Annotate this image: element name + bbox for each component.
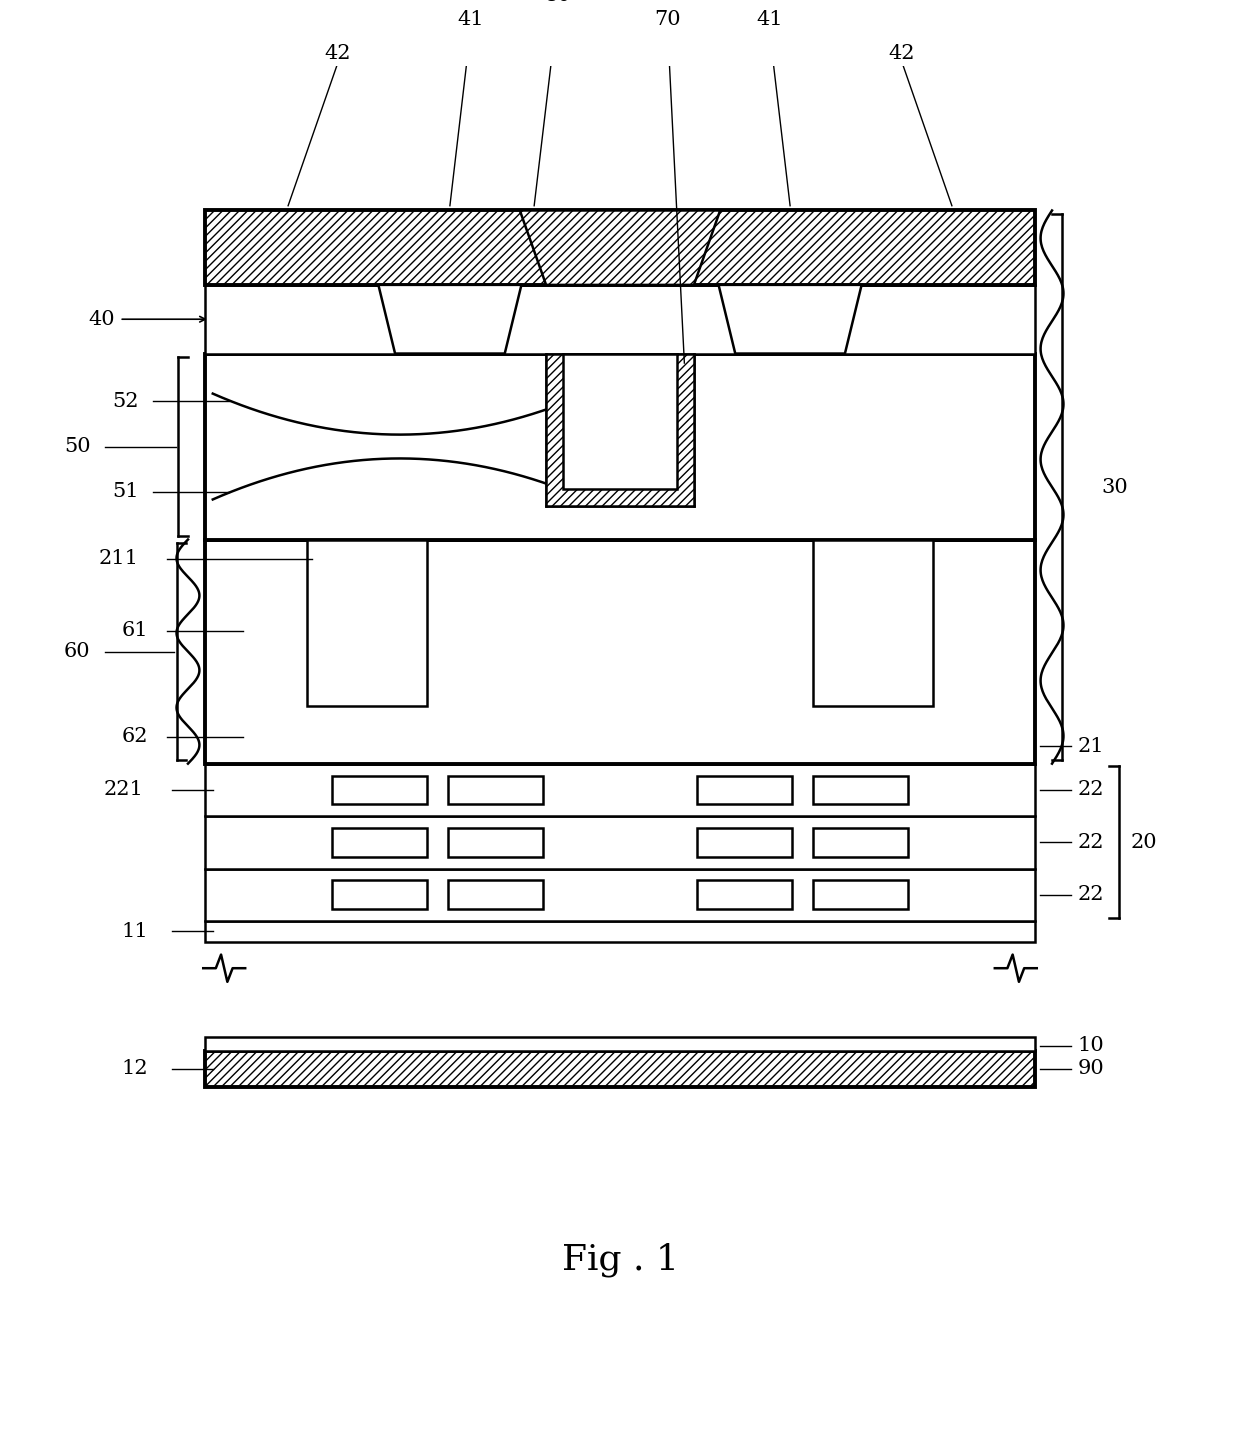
- Bar: [448, 829, 543, 857]
- Text: Fig . 1: Fig . 1: [562, 1242, 678, 1277]
- Bar: [813, 540, 932, 707]
- Text: 20: 20: [1130, 833, 1157, 852]
- Text: 22: 22: [1078, 833, 1105, 852]
- Bar: [308, 540, 427, 707]
- Bar: [205, 1051, 1035, 1087]
- Text: 22: 22: [1078, 885, 1105, 905]
- Bar: [205, 1037, 1035, 1051]
- Bar: [813, 775, 909, 804]
- Text: 12: 12: [122, 1060, 148, 1078]
- Bar: [331, 775, 427, 804]
- Text: 42: 42: [325, 43, 351, 63]
- Text: 60: 60: [64, 642, 91, 661]
- Text: 42: 42: [889, 43, 915, 63]
- Text: 50: 50: [64, 437, 91, 457]
- Bar: [205, 540, 1035, 764]
- Text: 62: 62: [122, 728, 148, 747]
- Bar: [205, 211, 1035, 284]
- Text: 41: 41: [756, 10, 782, 29]
- Text: 70: 70: [655, 10, 681, 29]
- Bar: [331, 880, 427, 909]
- Bar: [813, 829, 909, 857]
- Text: 22: 22: [1078, 780, 1105, 800]
- Bar: [205, 764, 1035, 816]
- Bar: [205, 816, 1035, 869]
- Bar: [205, 869, 1035, 920]
- Text: 11: 11: [122, 922, 148, 941]
- Bar: [448, 775, 543, 804]
- Text: 51: 51: [112, 482, 139, 501]
- Text: 61: 61: [122, 622, 148, 640]
- Bar: [205, 284, 1035, 353]
- Text: 80: 80: [544, 0, 572, 6]
- Text: 52: 52: [112, 392, 139, 411]
- Bar: [546, 353, 694, 505]
- Polygon shape: [718, 284, 862, 353]
- Bar: [697, 775, 792, 804]
- Text: 30: 30: [1101, 478, 1128, 497]
- Bar: [331, 829, 427, 857]
- Bar: [563, 353, 677, 490]
- Polygon shape: [378, 284, 522, 353]
- Polygon shape: [520, 211, 720, 284]
- Bar: [205, 353, 1035, 540]
- Bar: [697, 880, 792, 909]
- Bar: [205, 920, 1035, 942]
- Text: 21: 21: [1078, 737, 1105, 755]
- Text: 211: 211: [98, 549, 139, 569]
- Text: 40: 40: [88, 310, 114, 329]
- Bar: [813, 880, 909, 909]
- Bar: [697, 829, 792, 857]
- Text: 90: 90: [1078, 1060, 1105, 1078]
- Bar: [448, 880, 543, 909]
- Text: 41: 41: [458, 10, 484, 29]
- Text: 221: 221: [103, 780, 143, 800]
- Text: 10: 10: [1078, 1037, 1105, 1055]
